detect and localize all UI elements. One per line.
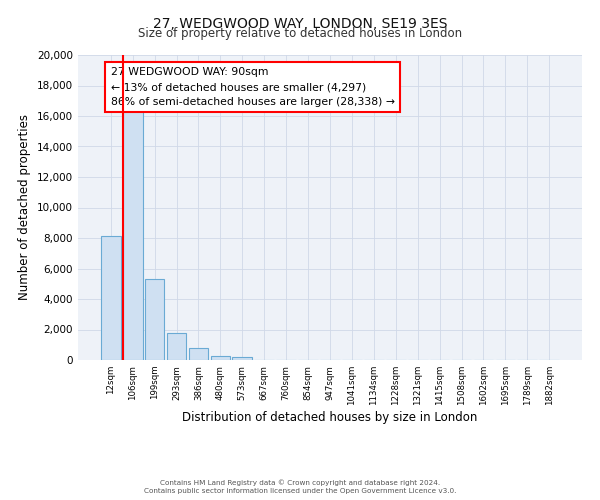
Bar [101,236,121,360]
Bar [145,279,164,360]
Text: 27 WEDGWOOD WAY: 90sqm
← 13% of detached houses are smaller (4,297)
86% of semi-: 27 WEDGWOOD WAY: 90sqm ← 13% of detached… [111,67,395,107]
Bar [211,356,230,360]
Bar [188,348,208,360]
Bar [123,108,143,360]
Y-axis label: Number of detached properties: Number of detached properties [19,114,31,300]
Text: Size of property relative to detached houses in London: Size of property relative to detached ho… [138,28,462,40]
Text: 27, WEDGWOOD WAY, LONDON, SE19 3ES: 27, WEDGWOOD WAY, LONDON, SE19 3ES [153,18,447,32]
Bar [232,357,252,360]
Bar [167,334,187,360]
Text: Contains HM Land Registry data © Crown copyright and database right 2024.
Contai: Contains HM Land Registry data © Crown c… [144,479,456,494]
X-axis label: Distribution of detached houses by size in London: Distribution of detached houses by size … [182,411,478,424]
